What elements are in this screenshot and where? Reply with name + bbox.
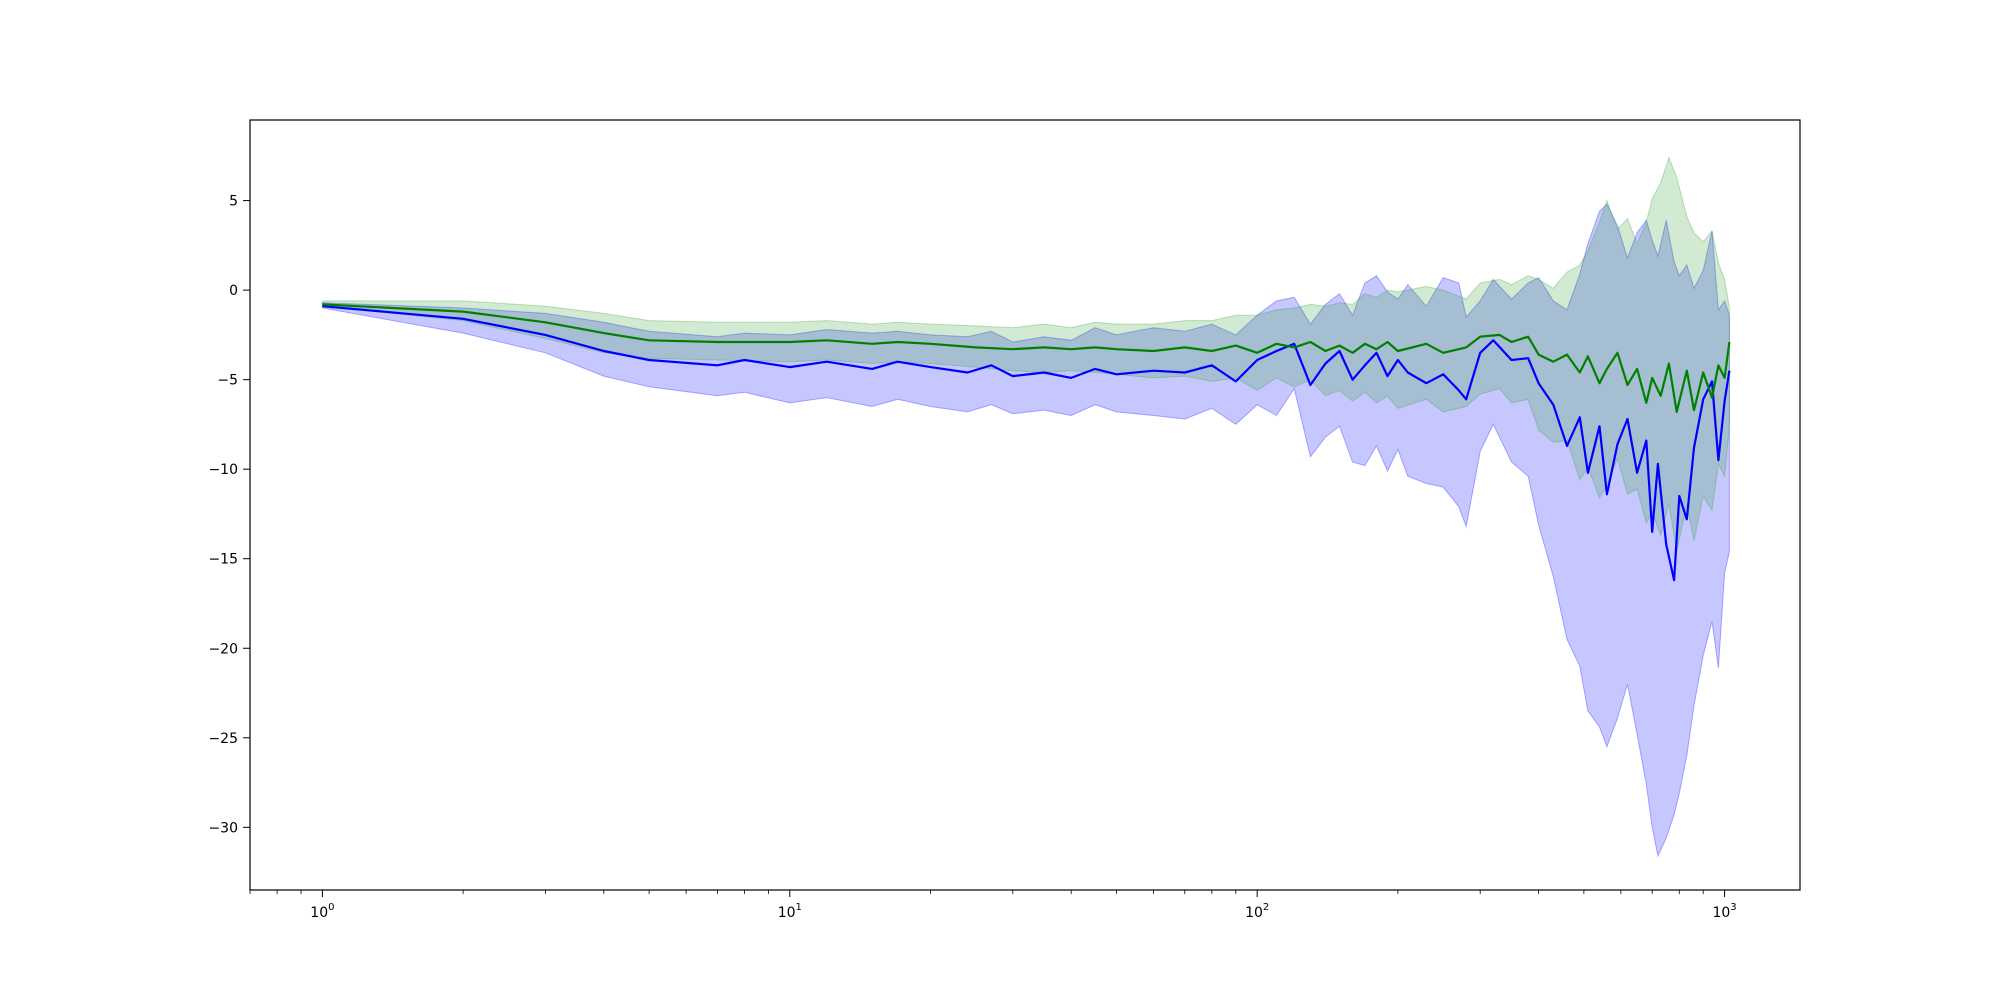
- x-tick-label: 100: [310, 902, 334, 921]
- x-axis: 100 101 102 103: [249, 890, 1737, 921]
- line-series-1: [322, 305, 1731, 582]
- confidence-bands: [321, 156, 1730, 858]
- y-tick-label: −30: [208, 820, 238, 836]
- y-tick-label: −5: [217, 373, 238, 389]
- band-series-1: [321, 203, 1730, 858]
- x-tick-label: 102: [1245, 902, 1269, 921]
- x-tick-label: 101: [778, 902, 802, 921]
- series-lines: [322, 303, 1731, 582]
- line-series-2: [322, 303, 1731, 413]
- y-tick-label: 5: [229, 194, 238, 210]
- plot-frame: [249, 119, 1801, 891]
- y-axis: 5 0 −5 −10 −15 −20 −25 −30: [208, 194, 250, 836]
- y-tick-label: −25: [208, 731, 238, 747]
- y-tick-label: −20: [208, 641, 238, 657]
- band-series-2: [321, 156, 1730, 552]
- y-tick-label: −10: [208, 462, 238, 478]
- y-tick-label: 0: [229, 283, 238, 299]
- y-tick-label: −15: [208, 552, 238, 568]
- x-tick-label: 103: [1712, 902, 1736, 921]
